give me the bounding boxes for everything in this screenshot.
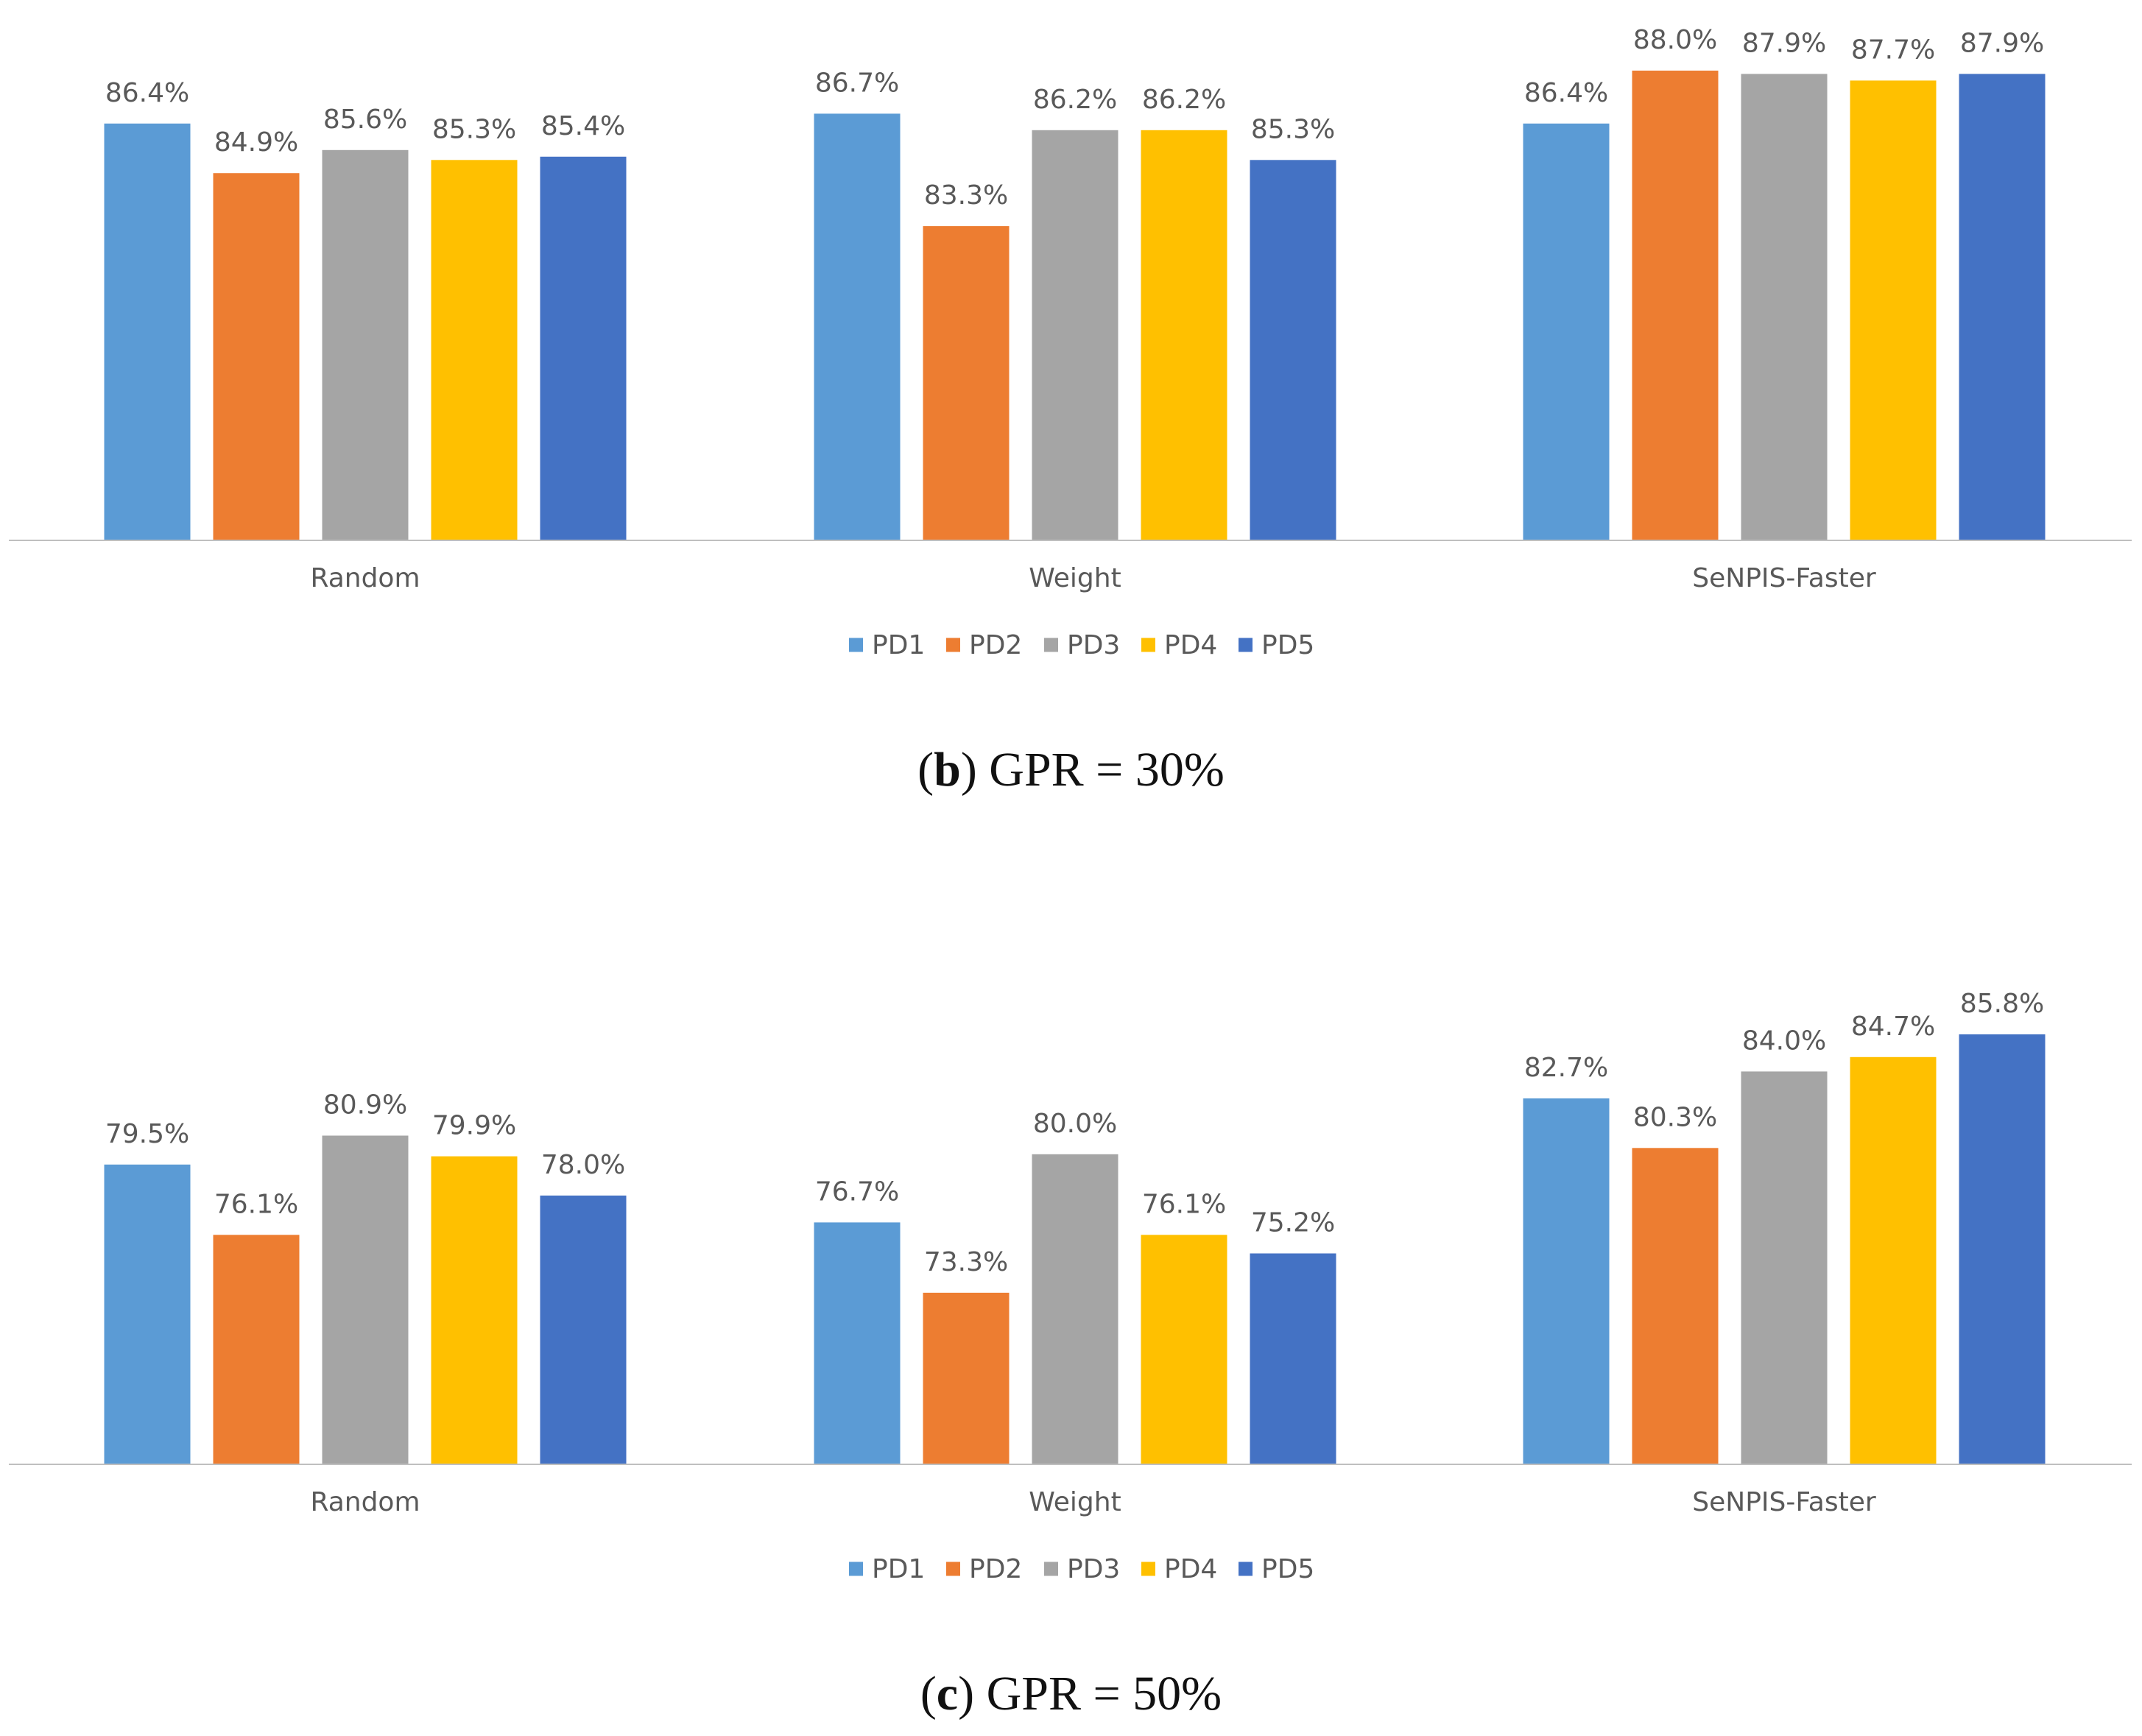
legend-label-pd5: PD5 — [1261, 1554, 1314, 1584]
value-label-senpis-faster-pd5: 87.9% — [1960, 28, 2044, 58]
bar-weight-pd1 — [814, 113, 901, 540]
bar-weight-pd1 — [814, 1222, 901, 1464]
bar-senpis-faster-pd1 — [1523, 123, 1610, 541]
bar-senpis-faster-pd5 — [1959, 74, 2046, 540]
category-label-weight: Weight — [1029, 563, 1121, 593]
legend-swatch-pd1 — [849, 1562, 863, 1576]
value-label-random-pd3: 80.9% — [323, 1090, 407, 1121]
legend-label-pd2: PD2 — [969, 1554, 1022, 1584]
bar-random-pd3 — [322, 1135, 409, 1464]
caption-letter: c — [936, 1667, 959, 1721]
bar-senpis-faster-pd3 — [1741, 1071, 1828, 1464]
value-label-random-pd5: 85.4% — [541, 111, 625, 141]
bar-weight-pd5 — [1250, 1253, 1336, 1464]
bar-weight-pd3 — [1032, 130, 1118, 541]
category-label-senpis-faster: SeNPIS-Faster — [1692, 1487, 1876, 1517]
legend-label-pd1: PD1 — [872, 630, 925, 660]
value-label-random-pd1: 79.5% — [105, 1119, 189, 1149]
bar-senpis-faster-pd4 — [1850, 80, 1937, 540]
value-label-weight-pd3: 86.2% — [1033, 85, 1117, 115]
value-label-random-pd4: 79.9% — [432, 1111, 516, 1141]
bar-weight-pd2 — [923, 1292, 1010, 1464]
legend-label-pd3: PD3 — [1067, 1554, 1120, 1584]
bar-senpis-faster-pd5 — [1959, 1034, 2046, 1464]
value-label-weight-pd5: 75.2% — [1251, 1208, 1335, 1238]
caption-text: ) GPR = 30% — [960, 743, 1225, 797]
bar-random-pd5 — [540, 156, 627, 541]
category-label-random: Random — [310, 563, 420, 593]
bar-senpis-faster-pd2 — [1632, 1148, 1719, 1464]
value-label-random-pd3: 85.6% — [323, 105, 407, 135]
value-label-random-pd2: 76.1% — [214, 1189, 298, 1219]
bar-senpis-faster-pd2 — [1632, 70, 1719, 540]
caption-gpr-30: (b) GPR = 30% — [917, 743, 1225, 797]
bar-weight-pd2 — [923, 226, 1010, 540]
value-label-senpis-faster-pd5: 85.8% — [1960, 989, 2044, 1019]
value-label-senpis-faster-pd3: 87.9% — [1742, 28, 1826, 58]
legend-swatch-pd5 — [1239, 1562, 1253, 1576]
legend-label-pd5: PD5 — [1261, 630, 1314, 660]
legend-swatch-pd2 — [946, 638, 960, 652]
bar-random-pd3 — [322, 149, 409, 541]
value-label-senpis-faster-pd2: 88.0% — [1633, 25, 1717, 55]
value-label-senpis-faster-pd2: 80.3% — [1633, 1102, 1717, 1132]
legend-swatch-pd3 — [1044, 1562, 1058, 1576]
bar-weight-pd5 — [1250, 160, 1336, 541]
bar-random-pd4 — [431, 160, 518, 541]
legend-label-pd4: PD4 — [1164, 1554, 1217, 1584]
bar-random-pd2 — [213, 1235, 300, 1464]
bar-senpis-faster-pd4 — [1850, 1056, 1937, 1464]
bar-random-pd2 — [213, 173, 300, 540]
bar-weight-pd4 — [1141, 130, 1227, 541]
bar-senpis-faster-pd3 — [1741, 74, 1828, 540]
caption-gpr-50: (c) GPR = 50% — [920, 1667, 1222, 1721]
value-label-random-pd4: 85.3% — [432, 114, 516, 144]
legend-swatch-pd3 — [1044, 638, 1058, 652]
value-label-weight-pd4: 86.2% — [1142, 85, 1226, 115]
value-label-weight-pd5: 85.3% — [1251, 114, 1335, 144]
legend-label-pd4: PD4 — [1164, 630, 1217, 660]
legend-swatch-pd4 — [1141, 1562, 1155, 1576]
bar-weight-pd4 — [1141, 1235, 1227, 1464]
caption-letter: b — [934, 743, 961, 797]
value-label-senpis-faster-pd1: 86.4% — [1524, 78, 1608, 108]
bar-random-pd4 — [431, 1156, 518, 1464]
value-label-senpis-faster-pd4: 87.7% — [1851, 35, 1935, 65]
legend-label-pd3: PD3 — [1067, 630, 1120, 660]
bar-random-pd1 — [104, 1164, 191, 1464]
bar-chart-gpr-50: 79.5% 76.1% 80.9% 79.9% 78.0% Random 76.7% 73.3… — [9, 989, 2132, 1584]
value-label-random-pd5: 78.0% — [541, 1150, 625, 1180]
value-label-random-pd1: 86.4% — [105, 78, 189, 108]
value-label-weight-pd1: 76.7% — [815, 1176, 899, 1207]
category-label-random: Random — [310, 1487, 420, 1517]
bar-senpis-faster-pd1 — [1523, 1098, 1610, 1464]
value-label-weight-pd4: 76.1% — [1142, 1189, 1226, 1219]
legend-label-pd2: PD2 — [969, 630, 1022, 660]
bar-random-pd1 — [104, 123, 191, 541]
value-label-senpis-faster-pd1: 82.7% — [1524, 1053, 1608, 1083]
value-label-random-pd2: 84.9% — [214, 127, 298, 158]
legend-label-pd1: PD1 — [872, 1554, 925, 1584]
bar-chart-gpr-30: 86.4% 84.9% 85.6% 85.3% 85.4% Random 86.7% 83.3… — [9, 25, 2132, 660]
legend-swatch-pd1 — [849, 638, 863, 652]
category-label-senpis-faster: SeNPIS-Faster — [1692, 563, 1876, 593]
bar-weight-pd3 — [1032, 1154, 1118, 1465]
category-label-weight: Weight — [1029, 1487, 1121, 1517]
caption-text: ) GPR = 50% — [958, 1667, 1222, 1721]
bar-random-pd5 — [540, 1195, 627, 1464]
value-label-weight-pd1: 86.7% — [815, 68, 899, 98]
value-label-senpis-faster-pd3: 84.0% — [1742, 1026, 1826, 1056]
value-label-senpis-faster-pd4: 84.7% — [1851, 1012, 1935, 1042]
value-label-weight-pd3: 80.0% — [1033, 1109, 1117, 1139]
legend-swatch-pd5 — [1239, 638, 1253, 652]
value-label-weight-pd2: 83.3% — [924, 180, 1008, 211]
legend-swatch-pd2 — [946, 1562, 960, 1576]
value-label-weight-pd2: 73.3% — [924, 1247, 1008, 1277]
legend-swatch-pd4 — [1141, 638, 1155, 652]
